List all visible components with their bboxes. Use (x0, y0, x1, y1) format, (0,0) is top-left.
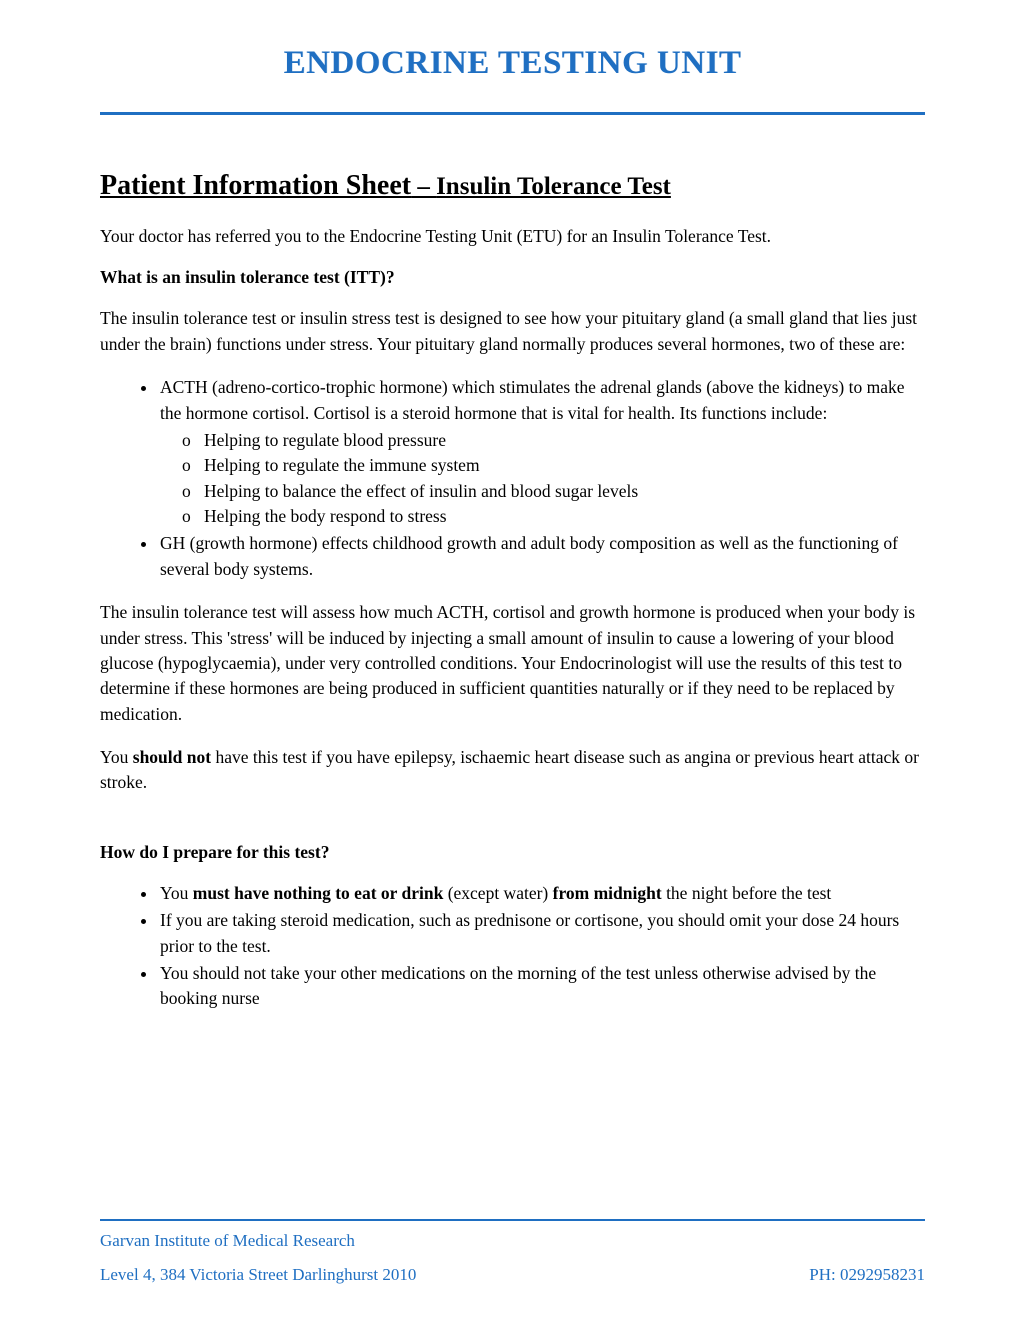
text-span: You (100, 747, 133, 767)
section1-bullet-list: ACTH (adreno-cortico-trophic hormone) wh… (100, 375, 925, 582)
document-title: Patient Information Sheet – Insulin Tole… (100, 170, 925, 202)
section1-p1: The insulin tolerance test or insulin st… (100, 306, 925, 357)
page-container: ENDOCRINE TESTING UNIT Patient Informati… (0, 0, 1020, 1320)
list-item: You should not take your other medicatio… (158, 961, 925, 1012)
footer-org: Garvan Institute of Medical Research (100, 1231, 925, 1251)
bold-text: must have nothing to eat or drink (193, 883, 444, 903)
bullet-text: ACTH (adreno-cortico-trophic hormone) wh… (160, 377, 905, 422)
footer: Garvan Institute of Medical Research Lev… (100, 1219, 925, 1285)
sub-list-item: Helping to regulate the immune system (204, 453, 925, 478)
bold-text: from midnight (553, 883, 662, 903)
text-span: You (160, 883, 193, 903)
title-main: Patient Information Sheet (100, 170, 411, 201)
footer-contact: Level 4, 384 Victoria Street Darlinghurs… (100, 1265, 925, 1285)
intro-paragraph: Your doctor has referred you to the Endo… (100, 224, 925, 249)
footer-phone: PH: 0292958231 (809, 1265, 925, 1285)
text-span: the night before the test (662, 883, 832, 903)
section1-p2: The insulin tolerance test will assess h… (100, 600, 925, 727)
sub-list-item: Helping to balance the effect of insulin… (204, 479, 925, 504)
footer-address: Level 4, 384 Victoria Street Darlinghurs… (100, 1265, 416, 1285)
sub-list-item: Helping the body respond to stress (204, 504, 925, 529)
spacer (100, 814, 925, 842)
header-title: ENDOCRINE TESTING UNIT (100, 45, 925, 82)
section2-bullet-list: You must have nothing to eat or drink (e… (100, 881, 925, 1012)
sub-list-item: Helping to regulate blood pressure (204, 428, 925, 453)
section1-p3: You should not have this test if you hav… (100, 745, 925, 796)
text-span: have this test if you have epilepsy, isc… (100, 747, 919, 792)
title-separator: – (411, 173, 436, 200)
list-item: You must have nothing to eat or drink (e… (158, 881, 925, 906)
list-item: ACTH (adreno-cortico-trophic hormone) wh… (158, 375, 925, 529)
footer-divider (100, 1219, 925, 1221)
bold-text: should not (133, 747, 211, 767)
section2-heading: How do I prepare for this test? (100, 842, 925, 863)
list-item: If you are taking steroid medication, su… (158, 908, 925, 959)
header-divider (100, 112, 925, 115)
title-sub: Insulin Tolerance Test (436, 173, 671, 200)
section1-heading: What is an insulin tolerance test (ITT)? (100, 267, 925, 288)
text-span: (except water) (443, 883, 552, 903)
section1-sub-list: Helping to regulate blood pressure Helpi… (160, 428, 925, 530)
list-item: GH (growth hormone) effects childhood gr… (158, 531, 925, 582)
